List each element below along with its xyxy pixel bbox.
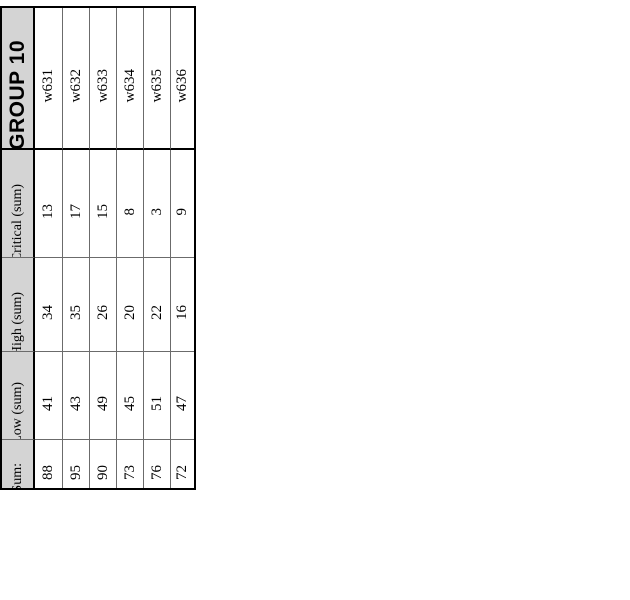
row-header-label: Critical (sum) xyxy=(9,183,25,258)
value-cell-high-w633: 26 xyxy=(90,258,117,352)
cell-value: 3 xyxy=(148,207,165,216)
value-cell-low-w632: 43 xyxy=(63,352,90,440)
cell-value: 41 xyxy=(40,396,56,411)
cell-value: 73 xyxy=(121,464,138,480)
cell-value: 34 xyxy=(40,305,56,320)
value-cell-critical-w633: 15 xyxy=(90,150,117,258)
value-cell-sum-w635: 76 xyxy=(144,440,171,488)
cell-value: 26 xyxy=(94,305,111,320)
cell-value: 72 xyxy=(174,464,190,480)
value-cell-critical-w636: 9 xyxy=(171,150,194,258)
row-header-sum: Sum: xyxy=(2,440,35,488)
value-cell-low-w635: 51 xyxy=(144,352,171,440)
column-header-w636: w636 xyxy=(171,8,194,150)
row-header-label: Low (sum) xyxy=(9,382,25,440)
cell-value: 13 xyxy=(40,204,56,219)
cell-value: 88 xyxy=(40,464,56,480)
value-cell-sum-w634: 73 xyxy=(117,440,144,488)
cell-value: 49 xyxy=(94,396,111,411)
column-header-w633: w633 xyxy=(90,8,117,150)
column-header-label: w631 xyxy=(40,69,56,103)
column-header-label: w636 xyxy=(174,69,190,103)
cell-value: 95 xyxy=(67,464,84,480)
value-cell-critical-w634: 8 xyxy=(117,150,144,258)
column-header-w635: w635 xyxy=(144,8,171,150)
column-header-label: w632 xyxy=(67,69,84,103)
value-cell-low-w631: 41 xyxy=(35,352,63,440)
value-cell-critical-w632: 17 xyxy=(63,150,90,258)
value-cell-low-w636: 47 xyxy=(171,352,194,440)
cell-value: 90 xyxy=(94,464,111,480)
value-cell-low-w634: 45 xyxy=(117,352,144,440)
value-cell-high-w634: 20 xyxy=(117,258,144,352)
value-cell-sum-w636: 72 xyxy=(171,440,194,488)
value-cell-critical-w631: 13 xyxy=(35,150,63,258)
value-cell-sum-w633: 90 xyxy=(90,440,117,488)
row-header-low: Low (sum) xyxy=(2,352,35,440)
cell-value: 15 xyxy=(94,204,111,219)
cell-value: 9 xyxy=(174,207,190,216)
row-header-label: Sum: xyxy=(9,463,25,488)
cell-value: 16 xyxy=(174,305,190,320)
cell-value: 8 xyxy=(121,207,138,216)
cell-value: 43 xyxy=(67,396,84,411)
column-header-label: w635 xyxy=(148,69,165,103)
value-cell-high-w636: 16 xyxy=(171,258,194,352)
cell-value: 22 xyxy=(148,305,165,320)
column-header-w634: w634 xyxy=(117,8,144,150)
row-header-critical: Critical (sum) xyxy=(2,150,35,258)
value-cell-critical-w635: 3 xyxy=(144,150,171,258)
cell-value: 17 xyxy=(67,204,84,219)
cell-value: 45 xyxy=(121,396,138,411)
value-cell-low-w633: 49 xyxy=(90,352,117,440)
group-title: GROUP 10 xyxy=(6,40,29,150)
value-cell-high-w635: 22 xyxy=(144,258,171,352)
group-title-cell: GROUP 10 xyxy=(2,8,35,150)
column-header-w631: w631 xyxy=(35,8,63,150)
column-header-w632: w632 xyxy=(63,8,90,150)
value-cell-sum-w631: 88 xyxy=(35,440,63,488)
rotated-table: GROUP 10 w631 w632 w633 w634 w635 w636 C… xyxy=(0,6,196,490)
cell-value: 47 xyxy=(174,396,190,411)
value-cell-high-w632: 35 xyxy=(63,258,90,352)
row-header-high: High (sum) xyxy=(2,258,35,352)
cell-value: 20 xyxy=(121,305,138,320)
cell-value: 35 xyxy=(67,305,84,320)
cell-value: 76 xyxy=(148,464,165,480)
column-header-label: w634 xyxy=(121,69,138,103)
value-cell-high-w631: 34 xyxy=(35,258,63,352)
value-cell-sum-w632: 95 xyxy=(63,440,90,488)
column-header-label: w633 xyxy=(94,69,111,103)
cell-value: 51 xyxy=(148,396,165,411)
row-header-label: High (sum) xyxy=(9,291,25,352)
